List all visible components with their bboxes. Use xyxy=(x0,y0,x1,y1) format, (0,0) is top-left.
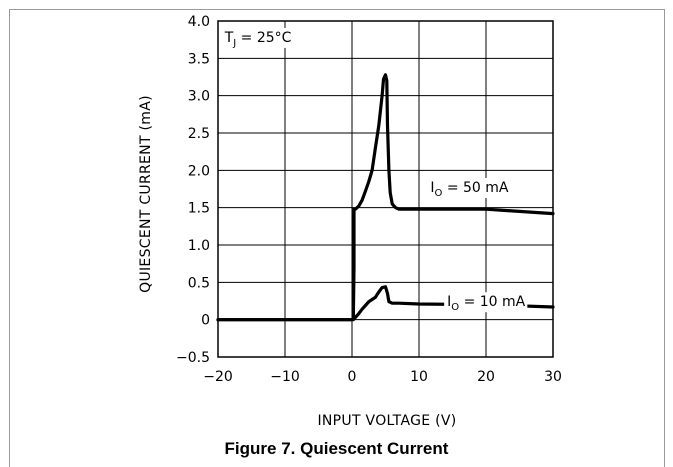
x-tick-label: −20 xyxy=(203,369,233,385)
x-tick-label: −10 xyxy=(270,369,300,385)
annotation-label: TJ = 25°C xyxy=(224,30,292,49)
annotations: TJ = 25°C IO = 50 mA IO = 10 mA xyxy=(221,27,528,313)
x-tick-label: 30 xyxy=(544,369,562,385)
x-tick-label: 0 xyxy=(348,369,357,385)
y-axis-label: QUIESCENT CURRENT (mA) xyxy=(138,95,154,293)
series-line-0 xyxy=(216,73,555,322)
annotation-background xyxy=(221,27,297,48)
annotation-label: IO = 50 mA xyxy=(430,180,509,199)
y-tick-label: 0 xyxy=(201,313,210,329)
y-tick-label: 1.5 xyxy=(188,201,210,217)
y-tick-label: 0.5 xyxy=(188,275,210,291)
y-tick-label: −0.5 xyxy=(176,350,210,366)
x-tick-labels: −20 −10 0 10 20 30 xyxy=(203,369,562,385)
annotation-label: IO = 10 mA xyxy=(447,294,526,313)
figure-caption: Figure 7. Quiescent Current xyxy=(224,439,449,458)
y-tick-label: 3.0 xyxy=(188,89,210,105)
figure-frame-right xyxy=(664,9,665,467)
y-tick-label: 1.0 xyxy=(188,238,210,254)
annotation-background xyxy=(444,292,528,313)
x-tick-label: 10 xyxy=(410,369,428,385)
y-tick-label: 2.5 xyxy=(188,126,210,142)
figure-frame-top xyxy=(9,9,665,10)
series-line-1 xyxy=(216,285,555,322)
x-tick-label: 20 xyxy=(477,369,495,385)
annotation-background xyxy=(427,177,511,198)
y-tick-label: 2.0 xyxy=(188,163,210,179)
y-tick-labels: 4.0 3.5 3.0 2.5 2.0 1.5 1.0 0.5 0 −0.5 xyxy=(176,14,210,366)
plot-border xyxy=(217,20,554,358)
y-tick-label: 4.0 xyxy=(188,14,210,30)
figure-frame-left xyxy=(9,9,10,467)
x-axis-label: INPUT VOLTAGE (V) xyxy=(317,413,456,429)
y-tick-label: 3.5 xyxy=(188,51,210,67)
series-group xyxy=(216,73,555,322)
